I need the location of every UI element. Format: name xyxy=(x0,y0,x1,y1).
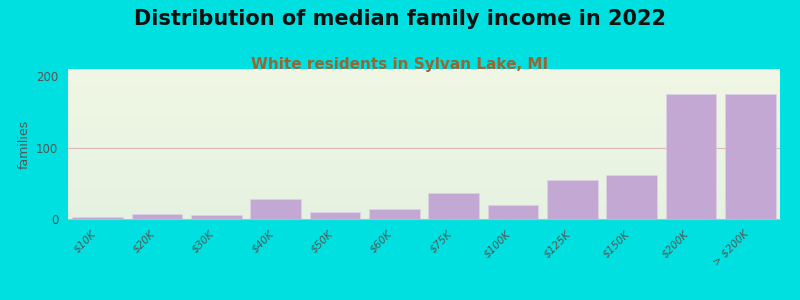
Bar xyxy=(666,94,716,219)
Bar xyxy=(369,209,419,219)
Bar xyxy=(488,205,538,219)
Bar xyxy=(191,215,242,219)
Bar xyxy=(132,214,182,219)
Bar xyxy=(310,212,360,219)
Bar xyxy=(429,193,479,219)
Bar xyxy=(73,217,123,219)
Bar xyxy=(606,175,657,219)
Bar xyxy=(547,180,598,219)
Text: White residents in Sylvan Lake, MI: White residents in Sylvan Lake, MI xyxy=(251,57,549,72)
Text: Distribution of median family income in 2022: Distribution of median family income in … xyxy=(134,9,666,29)
Y-axis label: families: families xyxy=(18,119,30,169)
Bar xyxy=(725,94,775,219)
Bar xyxy=(250,199,301,219)
